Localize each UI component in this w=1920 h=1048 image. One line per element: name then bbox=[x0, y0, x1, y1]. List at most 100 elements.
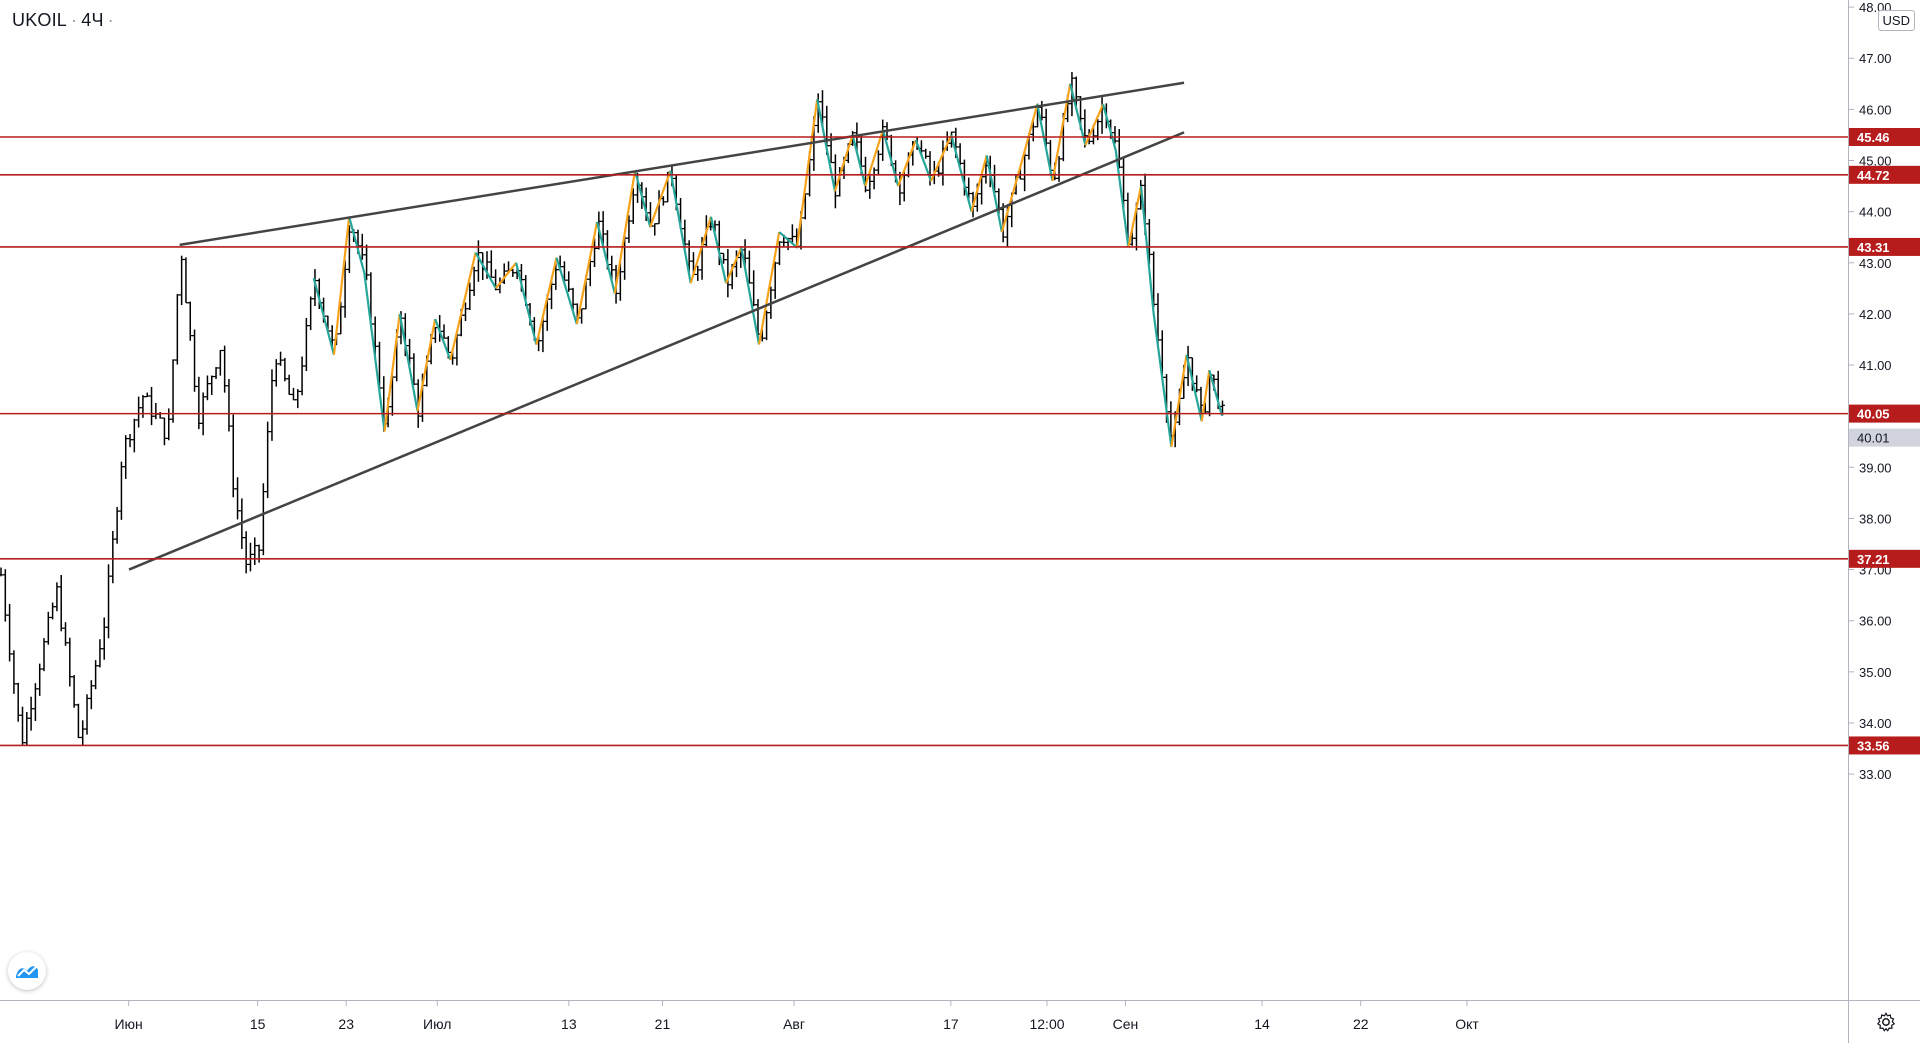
time-tick-label: 13 bbox=[561, 1016, 577, 1032]
zigzag-up-segment bbox=[495, 262, 517, 290]
level-price-badge bbox=[1849, 165, 1920, 184]
zigzag-up-segment bbox=[1000, 160, 1024, 233]
price-tick-label: 39.00 bbox=[1859, 460, 1892, 475]
price-tick-label: 34.00 bbox=[1859, 716, 1892, 731]
price-axis[interactable]: 48.00 47.00 46.00 45.00 44.00 43.00 42.00 41.00… bbox=[1848, 0, 1920, 1000]
zigzag-up-segment bbox=[535, 257, 558, 345]
zigzag-down-segment bbox=[398, 313, 419, 412]
price-chart[interactable] bbox=[0, 0, 1848, 1000]
zigzag-down-segment bbox=[669, 170, 692, 284]
zigzag-up-segment bbox=[613, 170, 637, 294]
zigzag-down-segment bbox=[709, 216, 728, 284]
zigzag-up-segment bbox=[1200, 369, 1211, 422]
time-tick-label: Авг bbox=[783, 1016, 805, 1032]
time-tick-label: 21 bbox=[655, 1016, 671, 1032]
zigzag-down-segment bbox=[881, 129, 900, 187]
zigzag-up-segment bbox=[416, 318, 437, 412]
horizontal-levels bbox=[0, 136, 1848, 747]
interval-label: 4Ч bbox=[81, 10, 104, 30]
zigzag-up-segment bbox=[864, 129, 885, 187]
zigzag-down-segment bbox=[950, 134, 973, 212]
zigzag-down-segment bbox=[348, 216, 366, 274]
zigzag-up-segment bbox=[649, 170, 672, 228]
price-tick-label: 35.00 bbox=[1859, 665, 1892, 680]
zigzag-down-segment bbox=[816, 98, 836, 192]
level-price-label: 37.21 bbox=[1857, 552, 1890, 567]
level-price-label: 44.72 bbox=[1857, 168, 1890, 183]
price-tick-label: 44.00 bbox=[1859, 205, 1892, 220]
zigzag-down-segment bbox=[1102, 103, 1117, 151]
level-price-badge bbox=[1849, 127, 1920, 146]
zigzag-down-segment bbox=[515, 262, 538, 345]
trendlines bbox=[128, 81, 1185, 571]
level-price-label: 45.46 bbox=[1857, 130, 1890, 145]
chart-pane[interactable]: UKOIL · 4Ч · bbox=[0, 0, 1848, 1000]
zigzag-up-segment bbox=[575, 221, 599, 325]
zigzag-down-segment bbox=[474, 252, 497, 289]
zigzag-up-segment bbox=[449, 252, 477, 361]
currency-badge[interactable]: USD bbox=[1877, 10, 1915, 31]
time-tick-label: 15 bbox=[250, 1016, 266, 1032]
price-tick-label: 47.00 bbox=[1859, 51, 1892, 66]
zigzag-down-segment bbox=[851, 134, 867, 187]
zigzag-down-segment bbox=[1114, 150, 1130, 248]
zigzag-up-segment bbox=[725, 247, 743, 284]
zigzag-up-segment bbox=[332, 216, 351, 355]
trendline bbox=[179, 81, 1185, 247]
zigzag-up-segment bbox=[1051, 83, 1072, 182]
time-tick-label: Июл bbox=[423, 1016, 451, 1032]
price-tick-label: 38.00 bbox=[1859, 511, 1892, 526]
tradingview-logo-icon[interactable] bbox=[8, 952, 46, 990]
zigzag-down-segment bbox=[778, 231, 798, 249]
time-axis[interactable]: Июн 15 23 Июл 13 21 Авг 17 12:00 Сен 14 22 Окт bbox=[0, 1000, 1848, 1043]
time-tick-label: Сен bbox=[1113, 1016, 1139, 1032]
level-price-badge bbox=[1849, 549, 1920, 568]
symbol-legend[interactable]: UKOIL · 4Ч · bbox=[12, 10, 118, 31]
zigzag-up-segment bbox=[1021, 103, 1039, 161]
price-tick-label: 33.00 bbox=[1859, 767, 1892, 782]
level-price-label: 43.31 bbox=[1857, 240, 1890, 255]
zigzag-down-segment bbox=[363, 272, 386, 432]
zigzag-down-segment bbox=[312, 277, 336, 356]
zigzag-down-segment bbox=[596, 221, 616, 294]
price-tick-label: 36.00 bbox=[1859, 614, 1892, 629]
zigzag-indicator bbox=[312, 83, 1224, 448]
price-tick-label: 45.00 bbox=[1859, 154, 1892, 169]
zigzag-down-segment bbox=[1152, 313, 1173, 447]
zigzag-up-segment bbox=[897, 139, 917, 187]
trendline bbox=[128, 131, 1185, 571]
zigzag-up-segment bbox=[833, 134, 854, 192]
zigzag-up-segment bbox=[970, 155, 988, 212]
time-tick-label: 23 bbox=[338, 1016, 354, 1032]
zigzag-down-segment bbox=[434, 318, 452, 361]
time-tick-label: 14 bbox=[1254, 1016, 1270, 1032]
zigzag-down-segment bbox=[740, 247, 761, 345]
time-tick-label: 12:00 bbox=[1029, 1016, 1064, 1032]
level-price-badge bbox=[1849, 404, 1920, 423]
zigzag-up-segment bbox=[689, 216, 712, 284]
price-tick-label: 46.00 bbox=[1859, 102, 1892, 117]
zigzag-up-segment bbox=[1084, 103, 1105, 146]
time-tick-label: Июн bbox=[114, 1016, 142, 1032]
axis-corner[interactable] bbox=[1848, 1000, 1920, 1043]
level-price-label: 40.05 bbox=[1857, 407, 1890, 422]
level-price-badge bbox=[1849, 237, 1920, 256]
gear-icon[interactable] bbox=[1875, 1011, 1897, 1033]
time-tick-label: Окт bbox=[1455, 1016, 1479, 1032]
time-tick-label: 17 bbox=[943, 1016, 959, 1032]
price-tick-label: 41.00 bbox=[1859, 358, 1892, 373]
ohlc-bars bbox=[0, 72, 1225, 746]
level-price-badge bbox=[1849, 736, 1920, 755]
symbol-name: UKOIL bbox=[12, 10, 68, 30]
time-tick-label: 22 bbox=[1353, 1016, 1369, 1032]
zigzag-up-segment bbox=[930, 134, 953, 182]
current-price-label: 40.01 bbox=[1857, 431, 1890, 446]
level-price-label: 33.56 bbox=[1857, 738, 1890, 753]
zigzag-up-segment bbox=[1127, 185, 1143, 248]
zigzag-up-segment bbox=[757, 231, 781, 345]
zigzag-up-segment bbox=[383, 313, 401, 432]
zigzag-up-segment bbox=[795, 99, 819, 248]
legend-separator: · bbox=[71, 10, 78, 30]
zigzag-down-segment bbox=[1069, 83, 1087, 146]
zigzag-down-segment bbox=[633, 170, 652, 228]
